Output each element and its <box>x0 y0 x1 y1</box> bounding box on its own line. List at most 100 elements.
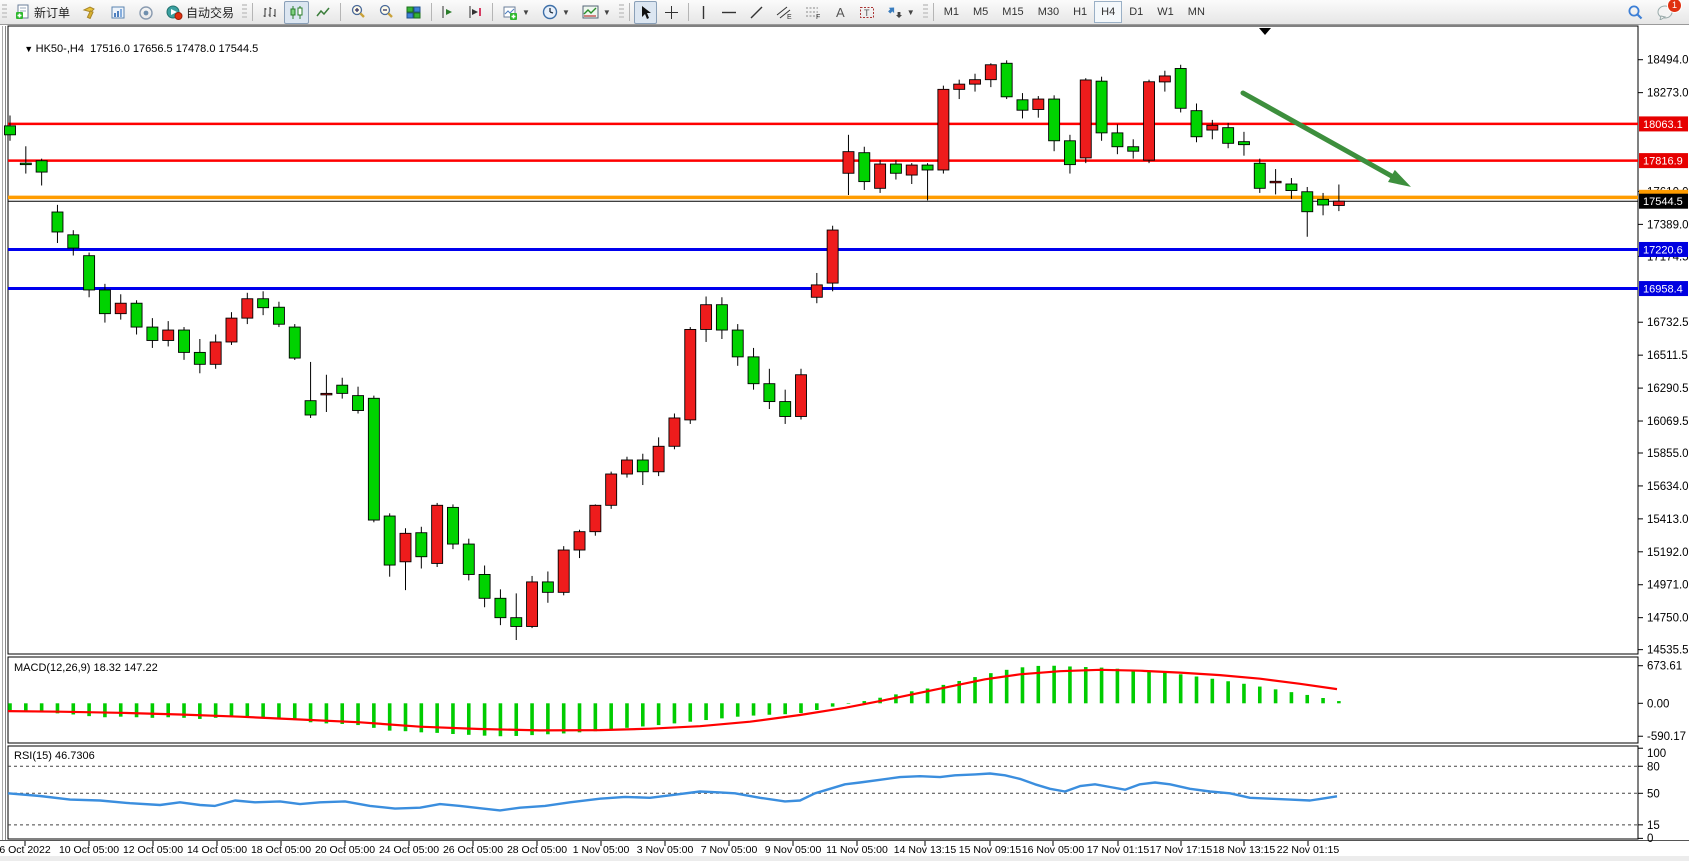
candle-body[interactable] <box>1269 180 1282 184</box>
candle-body[interactable] <box>1048 98 1061 142</box>
cursor-button[interactable] <box>633 0 657 24</box>
candle-body[interactable] <box>984 64 997 81</box>
candle-body[interactable] <box>462 543 475 575</box>
candle-body[interactable] <box>526 581 539 627</box>
candle-body[interactable] <box>1285 183 1298 191</box>
fibonacci-button[interactable]: F <box>800 1 827 24</box>
candle-body[interactable] <box>225 317 238 343</box>
candle-body[interactable] <box>969 79 981 85</box>
candle-body[interactable] <box>4 125 16 136</box>
candle-body[interactable] <box>621 459 633 475</box>
timeframe-h1[interactable]: H1 <box>1073 6 1088 18</box>
chart-shift-button[interactable] <box>463 1 488 24</box>
candle-body[interactable] <box>399 532 412 563</box>
candle-body[interactable] <box>700 304 713 330</box>
horizontal-line-button[interactable] <box>716 1 742 24</box>
trend-arrow-line[interactable] <box>1240 90 1398 181</box>
candle-body[interactable] <box>715 304 728 331</box>
timeframe-m15[interactable]: M15 <box>1002 6 1024 18</box>
candle-body[interactable] <box>478 574 491 599</box>
toolbar-grip[interactable] <box>618 4 624 20</box>
candle-body[interactable] <box>921 164 934 171</box>
vertical-line-button[interactable] <box>693 1 714 24</box>
candle-body[interactable] <box>1095 80 1108 134</box>
candle-body[interactable] <box>1238 141 1250 146</box>
arrows-button[interactable]: ▼ <box>882 1 920 24</box>
candle-body[interactable] <box>130 302 143 328</box>
notifications-button[interactable]: 1 <box>1651 0 1682 24</box>
candle-body[interactable] <box>668 417 681 447</box>
candle-body[interactable] <box>178 329 190 353</box>
candle-body[interactable] <box>114 302 127 315</box>
trend-arrow-head[interactable] <box>1388 169 1411 187</box>
candle-body[interactable] <box>1000 62 1013 98</box>
candle-body[interactable] <box>288 326 301 359</box>
candle-body[interactable] <box>684 328 697 421</box>
crosshair-button[interactable] <box>659 1 684 24</box>
candle-body[interactable] <box>367 397 380 521</box>
candle-body[interactable] <box>415 532 428 558</box>
candle-body[interactable] <box>652 445 665 473</box>
candle-body[interactable] <box>937 88 950 171</box>
candle-body[interactable] <box>209 341 222 365</box>
candle-body[interactable] <box>1111 132 1124 148</box>
candle-body[interactable] <box>146 326 159 341</box>
candle-body[interactable] <box>257 298 270 309</box>
candle-body[interactable] <box>573 531 586 551</box>
candle-body[interactable] <box>67 234 80 249</box>
timeframe-w1[interactable]: W1 <box>1157 6 1174 18</box>
candle-body[interactable] <box>589 504 602 533</box>
equidistant-channel-button[interactable]: E <box>771 1 798 24</box>
timeframe-mn[interactable]: MN <box>1187 6 1205 18</box>
candle-body[interactable] <box>35 160 48 173</box>
candle-body[interactable] <box>842 151 855 174</box>
candle-body[interactable] <box>747 356 760 385</box>
market-watch-button[interactable] <box>105 1 131 24</box>
candle-body[interactable] <box>51 211 64 233</box>
timeframe-m5[interactable]: M5 <box>973 6 989 18</box>
candle-body[interactable] <box>905 164 918 176</box>
periods-button[interactable]: ▼ <box>537 1 575 24</box>
candle-body[interactable] <box>431 504 444 564</box>
search-button[interactable] <box>1622 1 1649 24</box>
toolbar-grip[interactable] <box>2 4 7 20</box>
indicators-button[interactable]: ▼ <box>497 1 535 24</box>
candlestick-chart-button[interactable] <box>284 0 310 24</box>
candle-body[interactable] <box>810 284 823 298</box>
candle-body[interactable] <box>1174 68 1187 109</box>
timeframe-m30[interactable]: M30 <box>1037 6 1060 18</box>
candle-body[interactable] <box>272 306 285 325</box>
zoom-out-button[interactable] <box>373 1 399 24</box>
candle-body[interactable] <box>494 597 507 619</box>
candle-body[interactable] <box>383 515 396 566</box>
candle-body[interactable] <box>1032 98 1045 110</box>
tools-button[interactable] <box>77 1 103 24</box>
timeframe-h4[interactable]: H4 <box>1094 1 1123 23</box>
candle-body[interactable] <box>447 506 459 545</box>
candle-body[interactable] <box>795 374 807 417</box>
collapse-triangle-icon[interactable]: ▼ <box>24 44 36 54</box>
text-button[interactable]: A <box>829 1 852 24</box>
candle-body[interactable] <box>953 83 966 90</box>
bar-chart-button[interactable] <box>257 1 282 24</box>
tile-windows-button[interactable] <box>401 1 427 24</box>
candle-body[interactable] <box>1158 75 1171 83</box>
candle-body[interactable] <box>731 329 744 358</box>
candle-body[interactable] <box>557 549 570 593</box>
timeframe-m1[interactable]: M1 <box>943 6 959 18</box>
auto-scroll-button[interactable] <box>436 1 461 24</box>
candle-body[interactable] <box>336 384 349 394</box>
candle-body[interactable] <box>1127 146 1140 152</box>
candle-body[interactable] <box>1206 124 1219 131</box>
line-chart-button[interactable] <box>311 1 336 24</box>
candle-body[interactable] <box>1301 191 1314 213</box>
candle-body[interactable] <box>889 163 902 174</box>
signals-button[interactable] <box>133 1 159 24</box>
candle-body[interactable] <box>874 163 887 189</box>
candle-body[interactable] <box>541 581 554 593</box>
candle-body[interactable] <box>1016 99 1029 111</box>
candle-body[interactable] <box>19 162 32 166</box>
candle-body[interactable] <box>193 351 206 365</box>
candle-body[interactable] <box>1143 81 1155 161</box>
